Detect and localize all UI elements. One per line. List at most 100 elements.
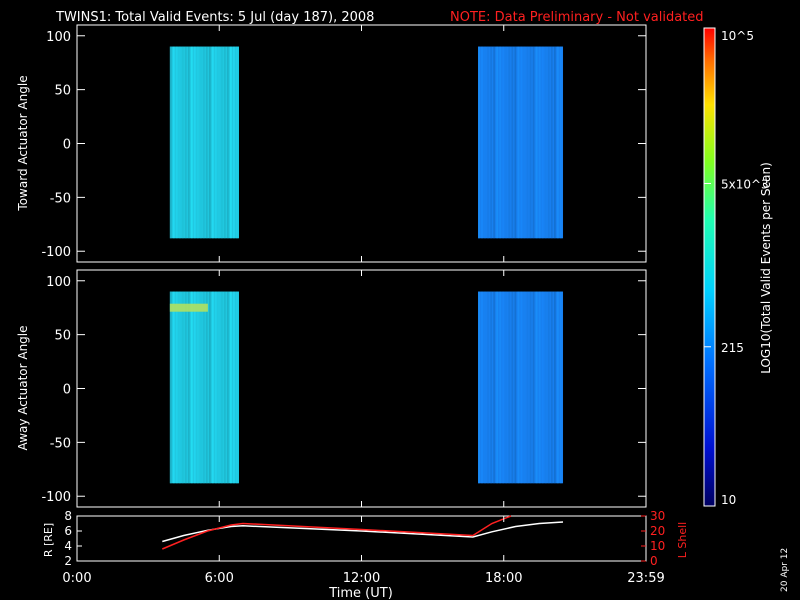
y-tick-label: 100: [46, 275, 71, 290]
y-tick-label: 50: [54, 329, 71, 344]
heatmap-streak: [211, 291, 214, 484]
orbit-y2-tick-label: 20: [650, 524, 665, 538]
heatmap-streak: [556, 291, 559, 484]
heatmap-streak: [481, 291, 483, 484]
heatmap-streak: [172, 46, 175, 239]
heatmap-streak: [175, 46, 178, 239]
colorbar-gradient: [703, 27, 716, 507]
heatmap-streak: [487, 46, 489, 239]
heatmap-streak: [529, 291, 532, 484]
heatmap-streak: [190, 46, 193, 239]
heatmap-streak: [236, 291, 238, 484]
heatmap-streak: [544, 46, 547, 239]
x-axis-label: Time (UT): [328, 586, 393, 600]
heatmap-streak: [187, 46, 190, 239]
heatmap-streak: [520, 291, 523, 484]
date-stamp: 20 Apr 12: [780, 548, 790, 592]
heatmap-streak: [202, 291, 205, 484]
heatmap-streak: [232, 291, 235, 484]
heatmap-streak: [181, 291, 184, 484]
orbit-y2-tick-label: 30: [650, 509, 665, 523]
colorbar-ticks: 10 215 5x10^3 10^5: [704, 27, 769, 507]
heatmap-streak: [526, 291, 529, 484]
heatmap-streak: [535, 46, 538, 239]
heatmap-streak: [499, 291, 502, 484]
panel-away: 100 50 0 -50 -100 Away Actuator Angle: [16, 269, 647, 508]
panel-away-ylabel: Away Actuator Angle: [16, 325, 30, 450]
orbit-y-tick-label: 8: [64, 509, 72, 523]
heatmap-streak: [202, 46, 205, 239]
heatmap-streak: [505, 291, 508, 484]
lshell-series-line: [162, 515, 512, 550]
panel-toward: 100 50 0 -50 -100 Toward Actuator Angle: [16, 24, 647, 263]
heatmap-streak: [229, 46, 232, 239]
heatmap-streak: [523, 291, 526, 484]
heatmap-streak: [517, 46, 520, 239]
heatmap-streak: [541, 46, 544, 239]
orbit-y2label: L Shell: [676, 522, 689, 558]
heatmap-streak: [532, 291, 535, 484]
orbit-ylabel: R [RE]: [42, 523, 55, 557]
y-tick-label: 100: [46, 30, 71, 45]
x-tick-label: 12:00: [343, 571, 380, 586]
y-tick-label: 50: [54, 84, 71, 99]
panel-toward-ylabel: Toward Actuator Angle: [16, 75, 30, 211]
heatmap-streak: [550, 291, 553, 484]
heatmap-streak: [538, 291, 541, 484]
y-tick-label: -100: [41, 490, 71, 505]
heatmap-streak: [511, 291, 514, 484]
heatmap-streak: [481, 46, 483, 239]
heatmap-streak: [187, 291, 190, 484]
radius-series-line: [162, 521, 564, 543]
heatmap-streak: [511, 46, 514, 239]
heatmap-streak: [520, 46, 523, 239]
heatmap-streak: [508, 291, 511, 484]
heatmap-streak: [529, 46, 532, 239]
heatmap-streak: [535, 291, 538, 484]
heatmap-streak: [490, 46, 493, 239]
heatmap-streak: [478, 291, 480, 484]
heatmap-streak: [220, 46, 223, 239]
heatmap-streak: [199, 46, 202, 239]
heatmap-streak: [211, 46, 214, 239]
heatmap-streak: [226, 46, 229, 239]
heatmap-streak: [184, 291, 187, 484]
heatmap-streak: [214, 291, 217, 484]
y-tick-label: -50: [50, 191, 71, 206]
heatmap-streak: [493, 291, 496, 484]
heatmap-streak: [184, 46, 187, 239]
preliminary-note: NOTE: Data Preliminary - Not validated: [450, 10, 704, 25]
heatmap-streak: [196, 46, 199, 239]
heatmap-streak: [499, 46, 502, 239]
heatmap-streak: [484, 46, 486, 239]
heatmap-streak: [490, 291, 493, 484]
orbit-y-tick-label: 4: [64, 539, 72, 553]
heatmap-streak: [496, 46, 499, 239]
heatmap-streak: [169, 291, 172, 484]
colorbar-label: LOG10(Total Valid Events per Scan): [759, 162, 773, 374]
heatmap-streak: [172, 291, 175, 484]
orbit-lines: [162, 515, 564, 550]
heatmap-streak: [199, 291, 202, 484]
heatmap-streak: [217, 46, 220, 239]
heatmap-streak: [532, 46, 535, 239]
heatmap-streak: [229, 291, 232, 484]
heatmap-streak: [217, 291, 220, 484]
heatmap-streak: [559, 46, 562, 239]
colorbar-tick-label: 215: [721, 341, 744, 355]
x-tick-label: 6:00: [205, 571, 234, 586]
heatmap-streak: [502, 46, 505, 239]
panel-away-blocks: [169, 291, 564, 484]
orbit-y-tick-label: 2: [64, 554, 72, 568]
heatmap-streak: [523, 46, 526, 239]
orbit-y2-tick-label: 10: [650, 539, 665, 553]
heatmap-streak: [223, 46, 226, 239]
heatmap-streak: [178, 291, 181, 484]
heatmap-streak: [208, 46, 211, 239]
figure-title: TWINS1: Total Valid Events: 5 Jul (day 1…: [55, 10, 374, 25]
colorbar-tick-label: 10^5: [721, 29, 754, 43]
heatmap-streak: [553, 46, 556, 239]
heatmap-streak: [478, 46, 480, 239]
